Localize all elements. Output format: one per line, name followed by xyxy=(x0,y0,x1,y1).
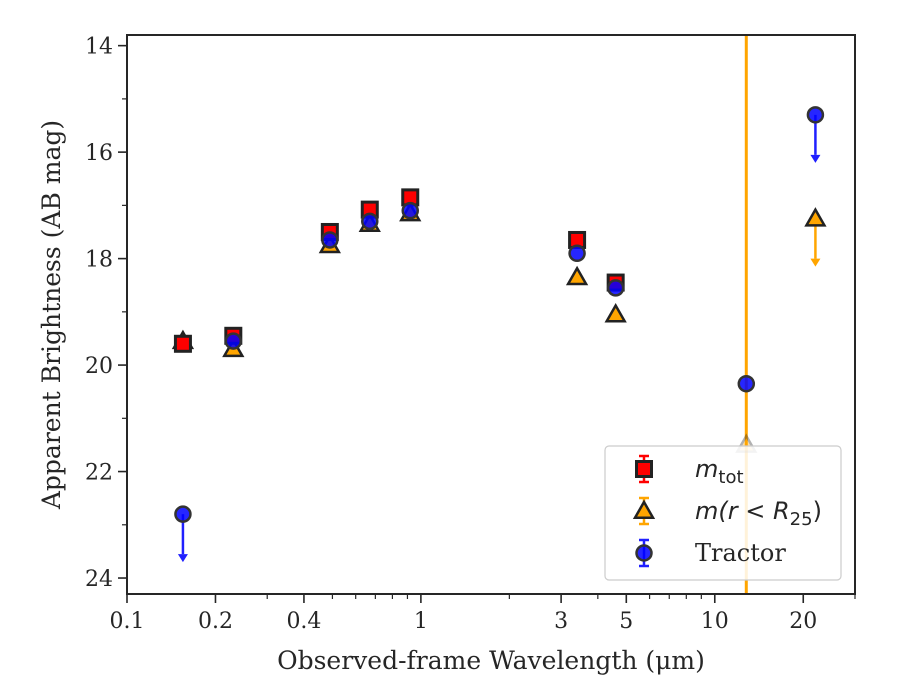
y-tick-label: 22 xyxy=(85,461,113,486)
upper-limit-arrow-head xyxy=(177,554,188,563)
data-point xyxy=(606,279,625,297)
upper-limit-arrow-head xyxy=(810,154,821,163)
y-tick-label: 16 xyxy=(85,141,113,166)
x-tick-label: 5 xyxy=(619,609,633,634)
legend-label-square: mtot xyxy=(695,455,744,488)
data-point xyxy=(174,505,192,523)
series-square xyxy=(173,188,625,353)
x-tick-label: 0.4 xyxy=(286,609,321,634)
x-tick-label: 0.1 xyxy=(110,609,145,634)
data-point xyxy=(804,207,827,227)
y-tick-label: 18 xyxy=(85,248,113,273)
x-tick-label: 0.2 xyxy=(198,609,233,634)
x-tick-label: 20 xyxy=(789,609,817,634)
legend-marker-square xyxy=(635,460,653,478)
data-point xyxy=(401,201,419,220)
data-point xyxy=(321,231,339,249)
legend-box xyxy=(604,445,842,581)
data-point xyxy=(224,332,243,350)
x-tick-label: 3 xyxy=(554,609,568,634)
data-point xyxy=(565,265,589,286)
series-circle xyxy=(174,106,825,563)
data-point xyxy=(361,212,379,231)
x-tick-label: 1 xyxy=(414,609,428,634)
x-tick-label: 10 xyxy=(701,609,729,634)
data-point xyxy=(568,244,586,263)
legend-marker-triangle xyxy=(632,499,656,519)
y-axis-title: Apparent Brightness (AB mag) xyxy=(37,120,66,510)
x-axis-title: Observed-frame Wavelength (μm) xyxy=(277,646,705,675)
legend-label-triangle: m(r < R25) xyxy=(695,497,822,530)
legend-marker-circle xyxy=(635,544,653,562)
legend-label-circle: Tractor xyxy=(695,539,786,567)
data-point xyxy=(737,374,756,393)
plot-frame xyxy=(126,34,856,595)
plot-area xyxy=(171,35,827,594)
axes: 0.1 0.2 0.4 1 3 5 10 20 14 16 18 20 22 24 xyxy=(85,34,856,634)
y-tick-label: 20 xyxy=(85,354,113,379)
data-point xyxy=(173,334,192,353)
y-tick-label: 24 xyxy=(85,567,113,592)
upper-limit-arrow-head xyxy=(810,258,821,267)
data-point xyxy=(806,106,825,124)
legend: mtot m(r < R25) Tractor xyxy=(604,445,842,581)
series-triangle xyxy=(171,201,827,453)
y-tick-label: 14 xyxy=(85,35,113,60)
data-point xyxy=(604,302,627,323)
